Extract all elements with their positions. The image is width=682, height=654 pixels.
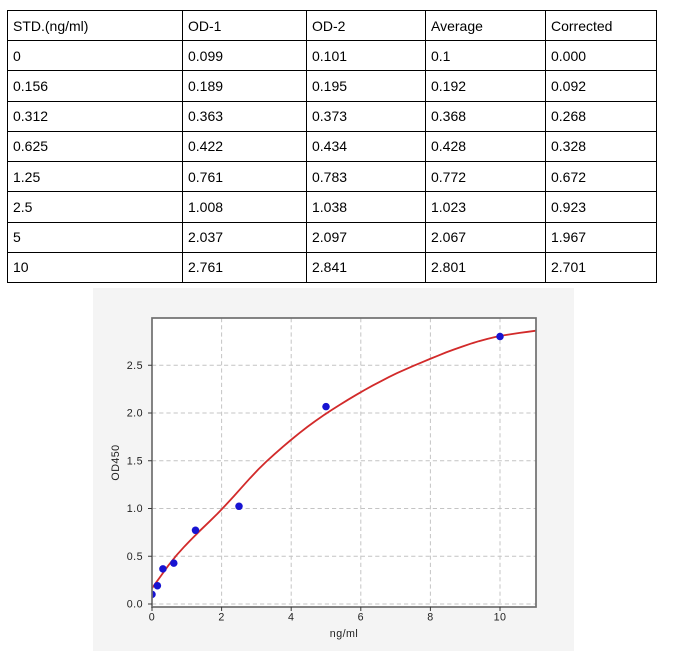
svg-text:1.0: 1.0 xyxy=(127,503,143,515)
svg-text:0.5: 0.5 xyxy=(127,550,143,562)
svg-text:2.0: 2.0 xyxy=(127,407,143,419)
svg-text:2: 2 xyxy=(218,611,224,623)
svg-text:10: 10 xyxy=(494,611,507,623)
svg-text:0.0: 0.0 xyxy=(127,598,143,610)
svg-text:6: 6 xyxy=(358,611,364,623)
svg-text:4: 4 xyxy=(288,611,294,623)
svg-text:0: 0 xyxy=(149,611,155,623)
svg-text:2.5: 2.5 xyxy=(127,359,143,371)
svg-text:1.5: 1.5 xyxy=(127,455,143,467)
svg-text:ng/ml: ng/ml xyxy=(330,628,358,640)
svg-text:OD450: OD450 xyxy=(110,444,122,480)
svg-text:8: 8 xyxy=(427,611,433,623)
